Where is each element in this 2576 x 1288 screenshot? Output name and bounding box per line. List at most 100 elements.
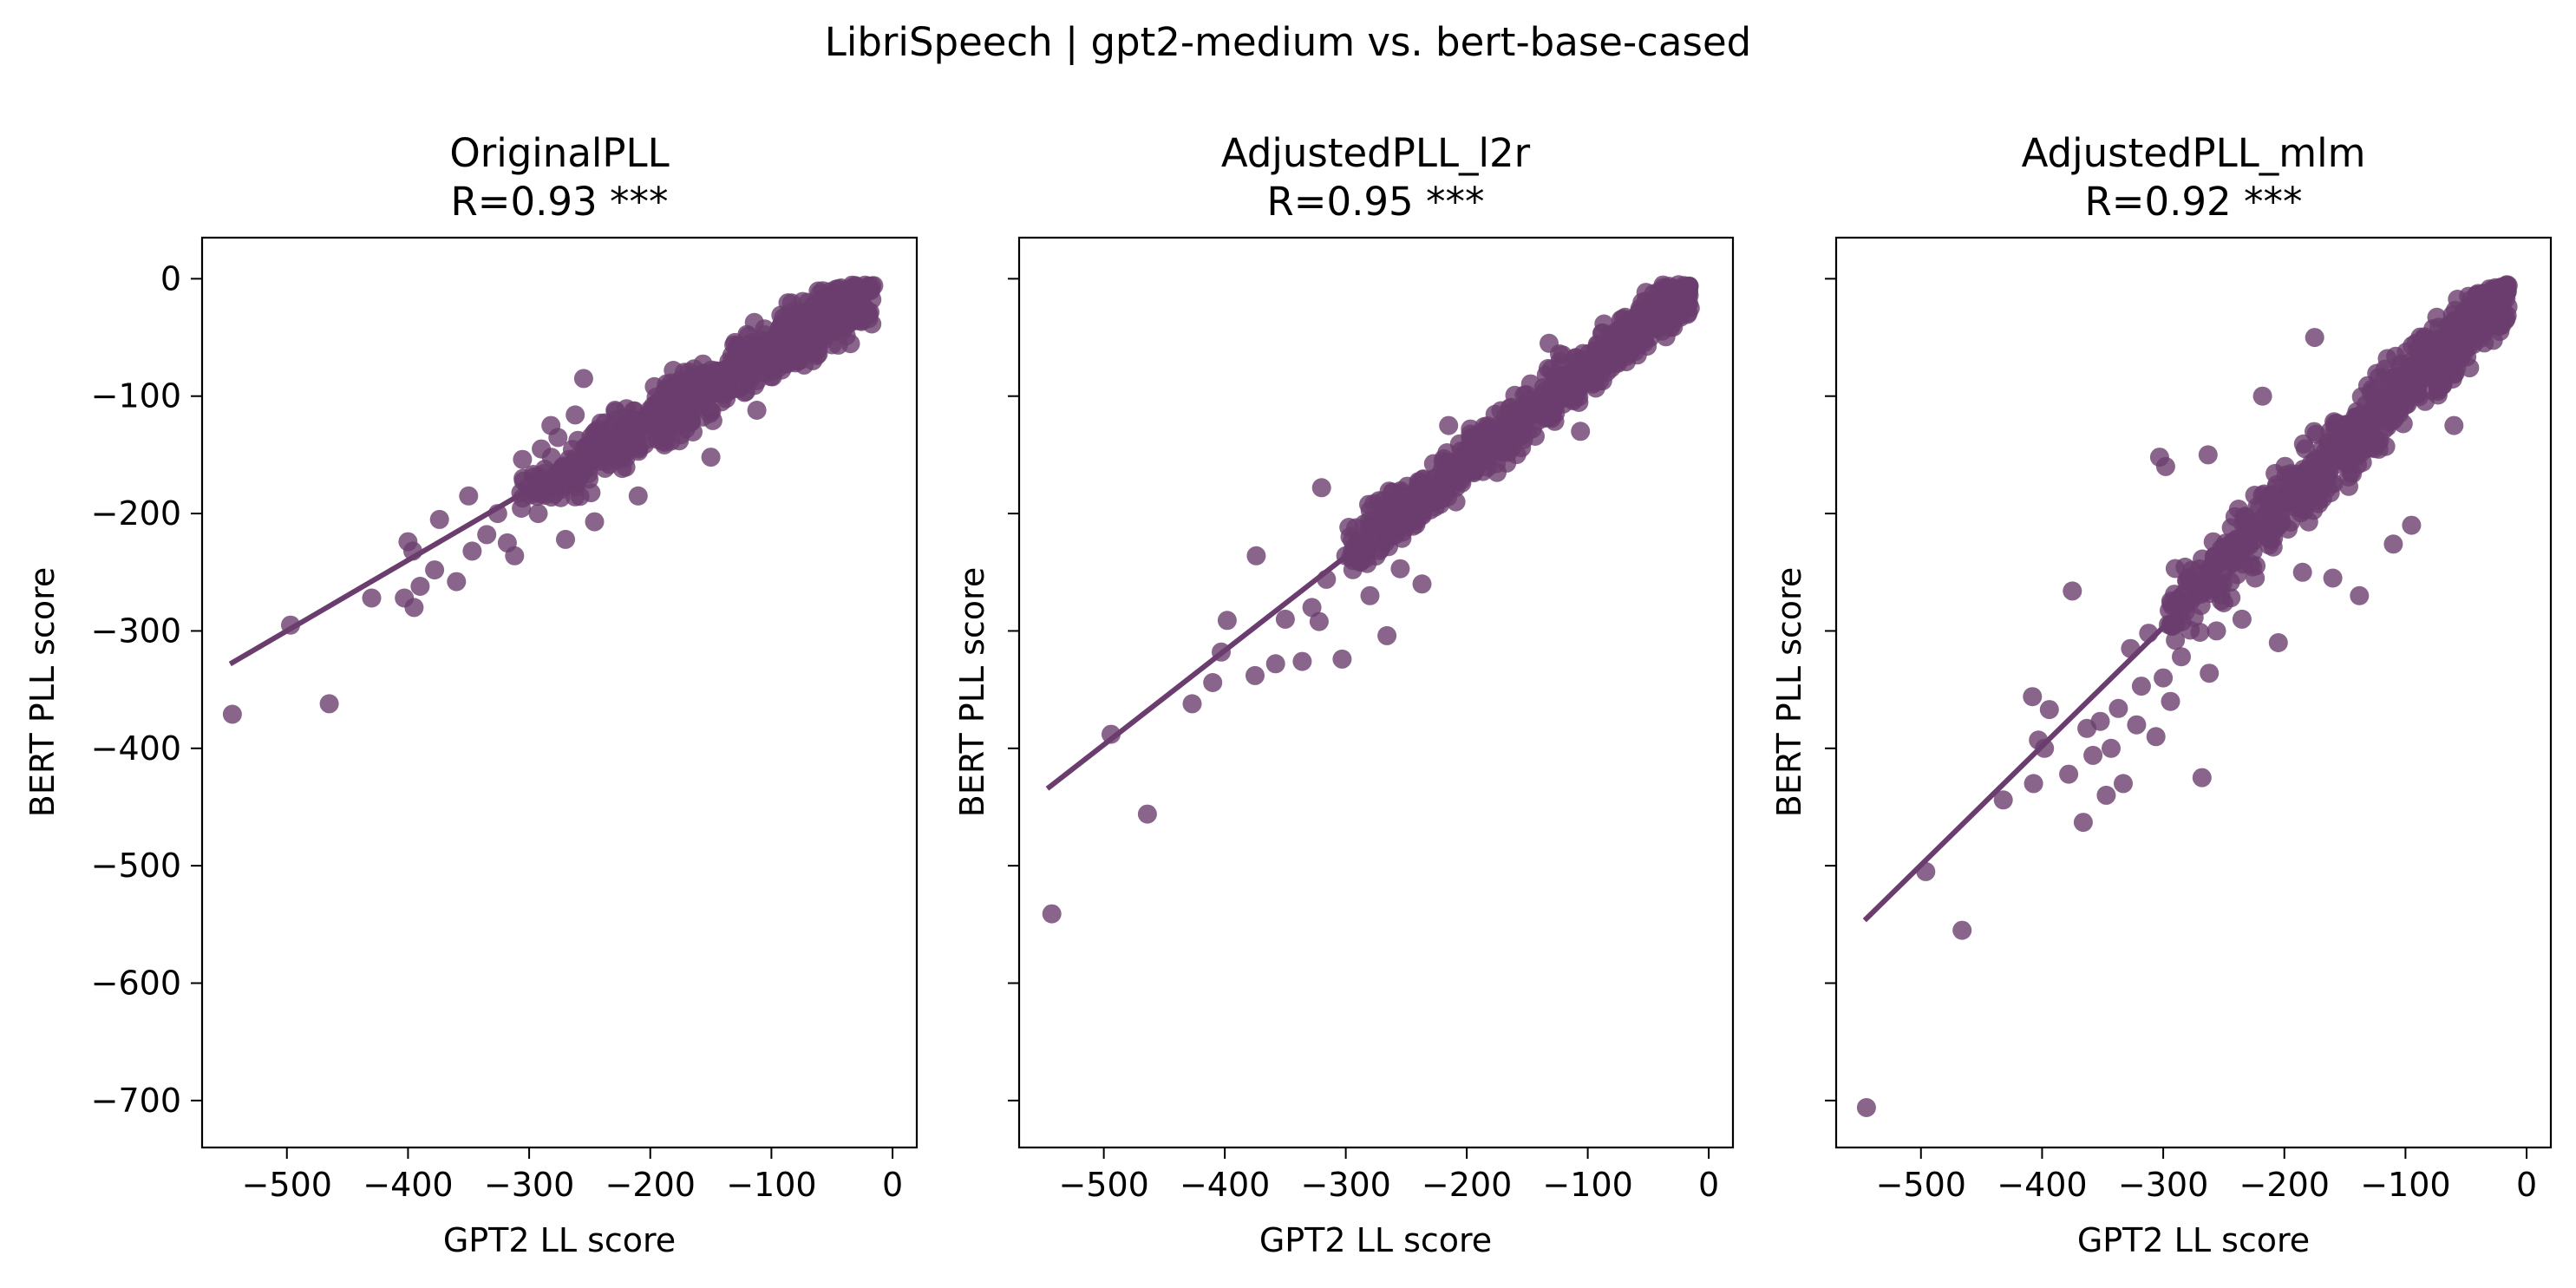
data-point xyxy=(2096,785,2116,805)
data-point xyxy=(1412,574,1432,594)
y-tick-label: −200 xyxy=(91,494,181,533)
data-point xyxy=(556,529,575,549)
y-axis-label: BERT PLL score xyxy=(953,567,991,817)
data-point xyxy=(1364,494,1384,513)
data-point xyxy=(2154,668,2174,688)
data-point xyxy=(429,509,449,529)
panel-title: OriginalPLL xyxy=(449,130,669,176)
data-point xyxy=(2305,328,2324,348)
data-point xyxy=(513,468,533,488)
x-axis-label: GPT2 LL score xyxy=(1259,1221,1492,1259)
data-point xyxy=(2039,700,2059,720)
data-point xyxy=(2463,335,2483,355)
data-point xyxy=(605,401,625,420)
panel-title: AdjustedPLL_l2r xyxy=(1221,130,1531,176)
data-point xyxy=(1587,336,1607,356)
data-point xyxy=(2198,445,2218,465)
y-tick-label: −700 xyxy=(91,1082,181,1120)
figure-suptitle: LibriSpeech | gpt2-medium vs. bert-base-… xyxy=(825,19,1751,65)
data-point xyxy=(770,317,790,337)
data-point xyxy=(2073,813,2093,833)
x-tick-label: −400 xyxy=(1180,1166,1270,1204)
data-point xyxy=(2114,774,2133,794)
data-point xyxy=(1102,724,1121,744)
data-point xyxy=(2403,356,2423,376)
data-point xyxy=(1390,559,1410,579)
data-point xyxy=(725,332,745,352)
data-point xyxy=(1137,804,1157,824)
data-point xyxy=(745,376,765,396)
data-point xyxy=(1952,920,1972,940)
data-point xyxy=(2444,415,2464,435)
data-point xyxy=(459,486,479,506)
data-point xyxy=(2200,664,2220,683)
data-point xyxy=(1265,654,1285,674)
data-point xyxy=(2024,774,2043,794)
data-point xyxy=(862,314,882,334)
outlier-points xyxy=(222,361,767,724)
outlier-points xyxy=(1042,333,1591,924)
data-point xyxy=(222,704,242,724)
y-tick-label: −600 xyxy=(91,964,181,1003)
y-tick-label: −300 xyxy=(91,611,181,650)
data-point xyxy=(2083,745,2103,765)
data-point xyxy=(2236,509,2256,529)
data-point xyxy=(2211,574,2231,594)
data-point xyxy=(447,572,467,592)
x-tick-label: −300 xyxy=(1300,1166,1390,1204)
data-point xyxy=(2102,738,2121,758)
x-tick-label: −300 xyxy=(2118,1166,2208,1204)
data-point xyxy=(1360,585,1380,605)
data-point xyxy=(1505,385,1525,405)
data-point xyxy=(1377,625,1397,645)
data-point xyxy=(2298,489,2318,509)
data-point xyxy=(585,512,605,532)
data-point xyxy=(2268,633,2288,652)
data-point xyxy=(1553,345,1572,365)
data-point xyxy=(2207,621,2226,641)
data-point xyxy=(2350,585,2370,605)
data-point xyxy=(2035,738,2055,758)
x-tick-label: 0 xyxy=(1698,1166,1719,1204)
x-tick-label: −500 xyxy=(1058,1166,1148,1204)
panel-originalpll: OriginalPLL R=0.93 *** GPT2 LL score BER… xyxy=(23,130,919,1259)
data-point xyxy=(1630,298,1650,318)
data-point xyxy=(1302,598,1322,618)
data-point xyxy=(1217,611,1237,631)
data-point xyxy=(1540,333,1559,353)
panel-adjustedpll-l2r: AdjustedPLL_l2r R=0.95 *** GPT2 LL score… xyxy=(953,130,1735,1259)
data-point xyxy=(2155,456,2175,476)
data-point xyxy=(2059,764,2079,784)
data-point xyxy=(1275,609,1295,629)
data-point xyxy=(404,598,424,618)
data-point xyxy=(1339,518,1359,537)
data-point xyxy=(1439,415,1459,435)
data-point xyxy=(1203,673,1223,692)
data-point xyxy=(629,439,649,459)
x-tick-label: −300 xyxy=(484,1166,574,1204)
panel-subtitle: R=0.93 *** xyxy=(451,179,669,225)
panel-adjustedpll-mlm: AdjustedPLL_mlm R=0.92 *** GPT2 LL score… xyxy=(1770,130,2553,1259)
data-point xyxy=(1042,904,1062,924)
data-point xyxy=(1568,382,1587,402)
data-point xyxy=(2090,711,2110,731)
data-point xyxy=(2323,568,2343,588)
panel-subtitle: R=0.95 *** xyxy=(1267,179,1485,225)
data-point xyxy=(2293,434,2313,454)
data-point xyxy=(1246,665,1265,685)
data-point xyxy=(2213,593,2233,612)
data-point xyxy=(2232,609,2252,629)
data-point xyxy=(2490,322,2510,342)
x-tick-label: −400 xyxy=(363,1166,453,1204)
x-tick-label: −200 xyxy=(605,1166,696,1204)
data-point xyxy=(319,694,339,714)
regression-line xyxy=(228,284,879,667)
data-point xyxy=(2324,474,2344,494)
data-point xyxy=(1246,546,1266,566)
data-point xyxy=(2189,559,2209,579)
data-point xyxy=(2259,535,2279,555)
y-tick-label: 0 xyxy=(160,259,181,297)
data-point xyxy=(541,415,561,435)
data-point xyxy=(2192,768,2212,788)
data-point xyxy=(544,484,564,504)
